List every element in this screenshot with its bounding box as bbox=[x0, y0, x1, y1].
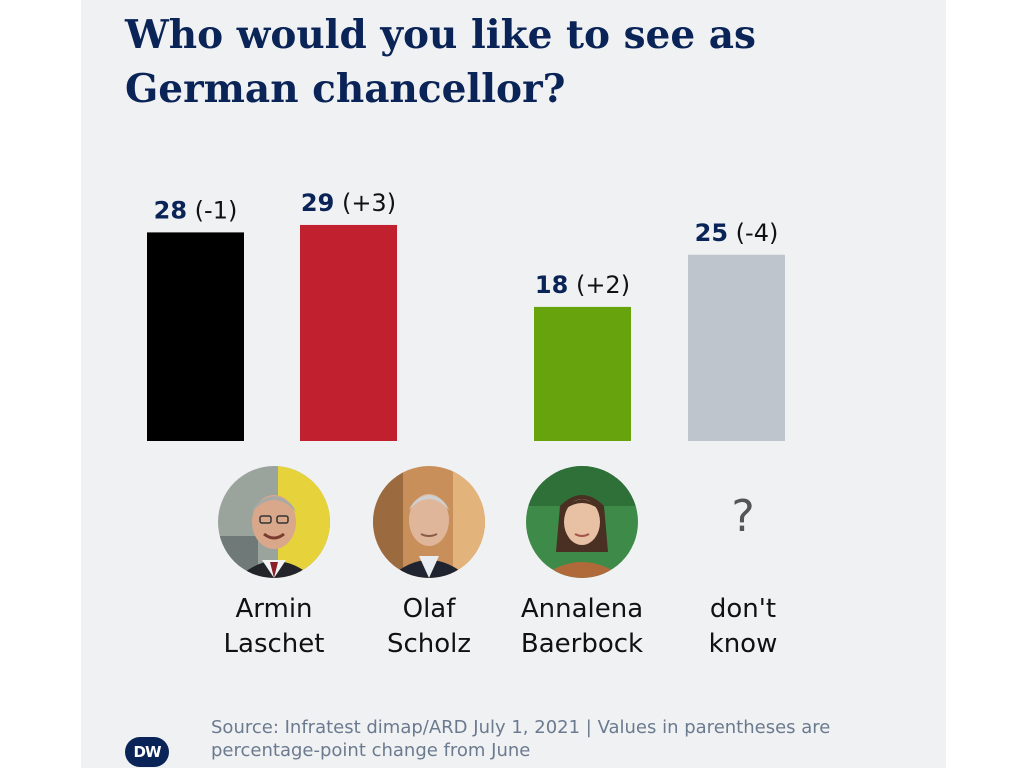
bar-chart: 28 (-1) 29 (+3) 18 (+2) 25 (-4) bbox=[147, 189, 785, 441]
value-change: (-1) bbox=[187, 196, 237, 224]
value-label: 18 (+2) bbox=[535, 271, 630, 299]
value-change: (+3) bbox=[334, 189, 396, 217]
candidate-name: Armin Laschet bbox=[194, 592, 354, 662]
candidate-name-line1: Annalena bbox=[520, 594, 644, 624]
value-change: (-4) bbox=[728, 219, 778, 247]
bar-0 bbox=[147, 232, 244, 441]
question-mark-icon: ? bbox=[731, 490, 755, 542]
bar-3 bbox=[688, 254, 785, 441]
candidate-name-line1: Olaf bbox=[402, 594, 456, 624]
dw-logo: DW bbox=[125, 737, 169, 767]
candidate-name-line2: Laschet bbox=[223, 629, 325, 659]
candidate-name: don't know bbox=[663, 592, 823, 662]
candidate-name-line2: Baerbock bbox=[520, 629, 644, 659]
avatar-olaf-scholz bbox=[373, 466, 485, 578]
chart-title: Who would you like to see as German chan… bbox=[125, 12, 756, 112]
value-number: 25 bbox=[695, 219, 728, 247]
avatar-annalena-baerbock bbox=[526, 466, 638, 578]
portrait-olaf-scholz-icon bbox=[373, 466, 485, 578]
bar-1 bbox=[300, 224, 397, 441]
portrait-annalena-baerbock-icon bbox=[526, 466, 638, 578]
value-number: 18 bbox=[535, 271, 568, 299]
value-number: 28 bbox=[154, 196, 187, 224]
value-label: 28 (-1) bbox=[154, 196, 238, 224]
candidate-name-line2: know bbox=[708, 629, 778, 659]
source-note: Source: Infratest dimap/ARD July 1, 2021… bbox=[211, 717, 831, 761]
candidate-name: Annalena Baerbock bbox=[502, 592, 662, 662]
bar-2 bbox=[534, 306, 631, 441]
value-change: (+2) bbox=[568, 271, 630, 299]
portrait-armin-laschet-icon bbox=[218, 466, 330, 578]
value-label: 29 (+3) bbox=[301, 189, 396, 217]
avatar-armin-laschet bbox=[218, 466, 330, 578]
chart-card: Who would you like to see as German chan… bbox=[81, 0, 946, 768]
candidate-name-line1: Armin bbox=[235, 594, 313, 624]
candidate-name: Olaf Scholz bbox=[349, 592, 509, 662]
value-number: 29 bbox=[301, 189, 334, 217]
candidate-name-line1: don't bbox=[709, 594, 777, 624]
candidate-name-line2: Scholz bbox=[386, 629, 472, 659]
value-label: 25 (-4) bbox=[695, 219, 779, 247]
